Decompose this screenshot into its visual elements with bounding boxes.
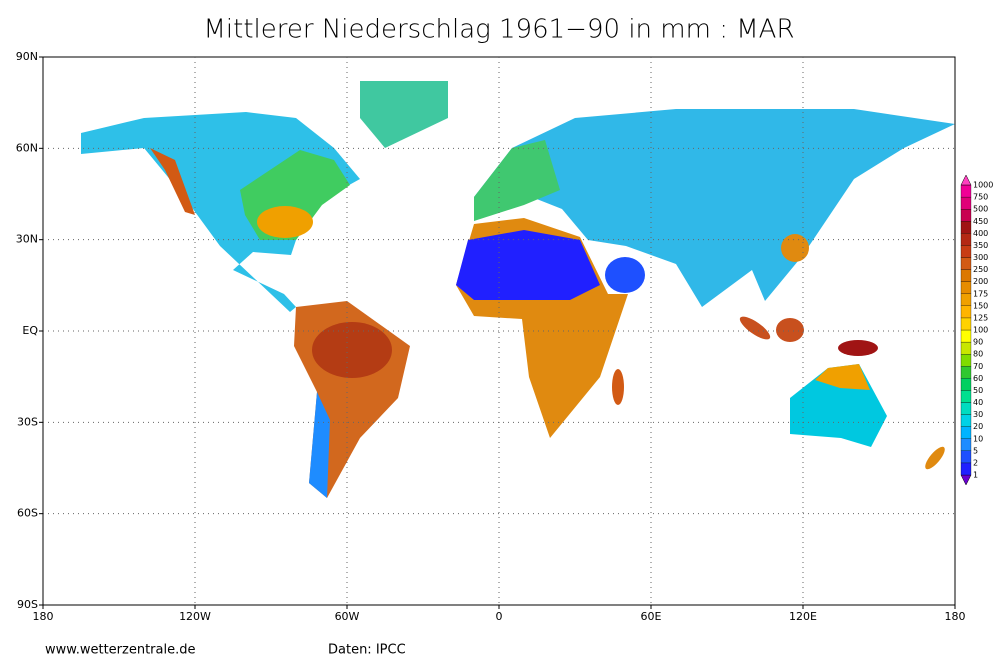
colorbar-bin bbox=[960, 414, 972, 427]
colorbar-bin bbox=[960, 341, 972, 355]
colorbar-label: 400 bbox=[973, 229, 988, 238]
colorbar-label: 90 bbox=[973, 338, 983, 347]
colorbar-bin bbox=[960, 317, 972, 331]
colorbar-label: 300 bbox=[973, 253, 988, 262]
colorbar-bin bbox=[960, 402, 972, 415]
colorbar-low bbox=[960, 474, 972, 486]
north-america-west-coast bbox=[150, 148, 195, 215]
colorbar-bin bbox=[960, 366, 972, 379]
europe bbox=[474, 140, 560, 221]
amazon bbox=[312, 322, 392, 378]
colorbar-bin bbox=[960, 269, 972, 282]
colorbar-label: 30 bbox=[973, 410, 983, 419]
australia-north bbox=[815, 364, 870, 390]
north-america bbox=[81, 112, 360, 312]
colorbar-label: 1 bbox=[973, 471, 978, 480]
greenland bbox=[360, 81, 448, 148]
colorbar-label: 200 bbox=[973, 277, 988, 286]
colorbar-bin bbox=[960, 281, 972, 294]
credit-label: Daten: IPCC bbox=[328, 643, 406, 658]
colorbar-label: 350 bbox=[973, 241, 988, 250]
new-guinea bbox=[838, 340, 878, 356]
colorbar-label: 750 bbox=[973, 193, 988, 202]
colorbar-label: 60 bbox=[973, 374, 983, 383]
colorbar-label: 80 bbox=[973, 350, 983, 359]
y-tick-label: 30S bbox=[17, 415, 38, 428]
colorbar-bin bbox=[960, 450, 972, 464]
south-america-south bbox=[309, 392, 330, 498]
colorbar-bin bbox=[960, 426, 972, 439]
colorbar-label: 450 bbox=[973, 217, 988, 226]
colorbar-label: 125 bbox=[973, 313, 988, 322]
colorbar-bin bbox=[960, 390, 972, 403]
colorbar-label: 20 bbox=[973, 422, 983, 431]
colorbar-bin bbox=[960, 305, 972, 319]
colorbar-bin bbox=[960, 184, 972, 198]
borneo bbox=[776, 318, 804, 342]
arabia bbox=[605, 257, 645, 293]
colorbar-bin bbox=[960, 354, 972, 367]
colorbar-label: 1000 bbox=[973, 181, 993, 190]
x-tick-label: 120W bbox=[179, 610, 211, 623]
map-title: Mittlerer Niederschlag 1961−90 in mm : M… bbox=[203, 15, 794, 45]
colorbar-bin bbox=[960, 209, 972, 222]
colorbar-label: 500 bbox=[973, 205, 988, 214]
colorbar-bin bbox=[960, 233, 972, 246]
colorbar-bin bbox=[960, 221, 972, 234]
y-tick-label: 90S bbox=[17, 598, 38, 611]
colorbar-label: 50 bbox=[973, 386, 983, 395]
colorbar-label: 175 bbox=[973, 289, 988, 298]
landmasses bbox=[81, 81, 955, 498]
y-tick-label: 60S bbox=[17, 507, 38, 520]
x-tick-label: 120E bbox=[789, 610, 817, 623]
colorbar-bin bbox=[960, 293, 972, 306]
colorbar-bin bbox=[960, 462, 972, 476]
colorbar-label: 10 bbox=[973, 434, 983, 443]
x-tick-label: 180 bbox=[33, 610, 54, 623]
colorbar-bin bbox=[960, 438, 972, 451]
colorbar-label: 2 bbox=[973, 458, 978, 467]
y-tick-label: EQ bbox=[22, 324, 38, 337]
colorbar-bin bbox=[960, 329, 972, 343]
sumatra bbox=[739, 316, 771, 340]
x-tick-label: 60W bbox=[335, 610, 360, 623]
north-america-se bbox=[257, 206, 313, 238]
colorbar-label: 70 bbox=[973, 362, 983, 371]
colorbar-label: 250 bbox=[973, 265, 988, 274]
y-tick-label: 30N bbox=[16, 233, 38, 246]
source-label: www.wetterzentrale.de bbox=[45, 643, 195, 658]
colorbar-bin bbox=[960, 245, 972, 258]
madagascar bbox=[612, 369, 624, 405]
y-tick-label: 60N bbox=[16, 141, 38, 154]
colorbar-bin bbox=[960, 257, 972, 270]
new-zealand bbox=[925, 446, 945, 470]
colorbar-bin bbox=[960, 196, 972, 210]
x-tick-label: 60E bbox=[641, 610, 662, 623]
y-tick-label: 90N bbox=[16, 50, 38, 63]
colorbar-high bbox=[960, 174, 972, 186]
colorbar-label: 40 bbox=[973, 398, 983, 407]
x-tick-label: 180 bbox=[945, 610, 966, 623]
east-china bbox=[781, 234, 809, 262]
colorbar-label: 5 bbox=[973, 446, 978, 455]
colorbar-label: 150 bbox=[973, 301, 988, 310]
colorbar-label: 100 bbox=[973, 326, 988, 335]
eurasia bbox=[474, 109, 955, 307]
colorbar-bin bbox=[960, 378, 972, 391]
x-tick-label: 0 bbox=[496, 610, 503, 623]
sahara bbox=[456, 230, 600, 300]
